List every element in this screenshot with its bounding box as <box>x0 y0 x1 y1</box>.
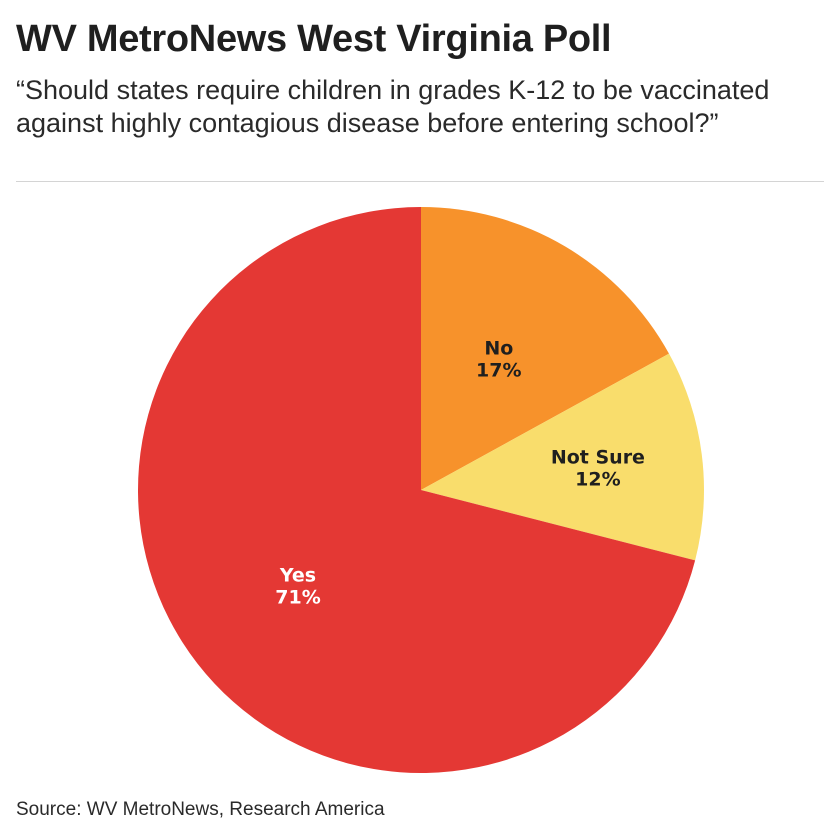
pie-slices <box>138 207 704 773</box>
chart-subtitle: “Should states require children in grade… <box>16 75 770 138</box>
source-note: Source: WV MetroNews, Research America <box>16 799 385 820</box>
slice-label-not-sure: Not Sure <box>551 447 645 469</box>
pie-slice-yes <box>138 207 696 773</box>
slice-value-not-sure: 12% <box>575 469 620 491</box>
chart-title: WV MetroNews West Virginia Poll <box>16 18 612 60</box>
slice-label-yes: Yes <box>279 564 316 586</box>
pie-slice-not-sure <box>421 353 704 561</box>
slice-value-yes: 71% <box>275 586 320 608</box>
header-divider <box>16 181 824 182</box>
pie-slice-no <box>421 207 669 490</box>
slice-label-no: No <box>484 338 513 360</box>
slice-value-no: 17% <box>476 360 521 382</box>
